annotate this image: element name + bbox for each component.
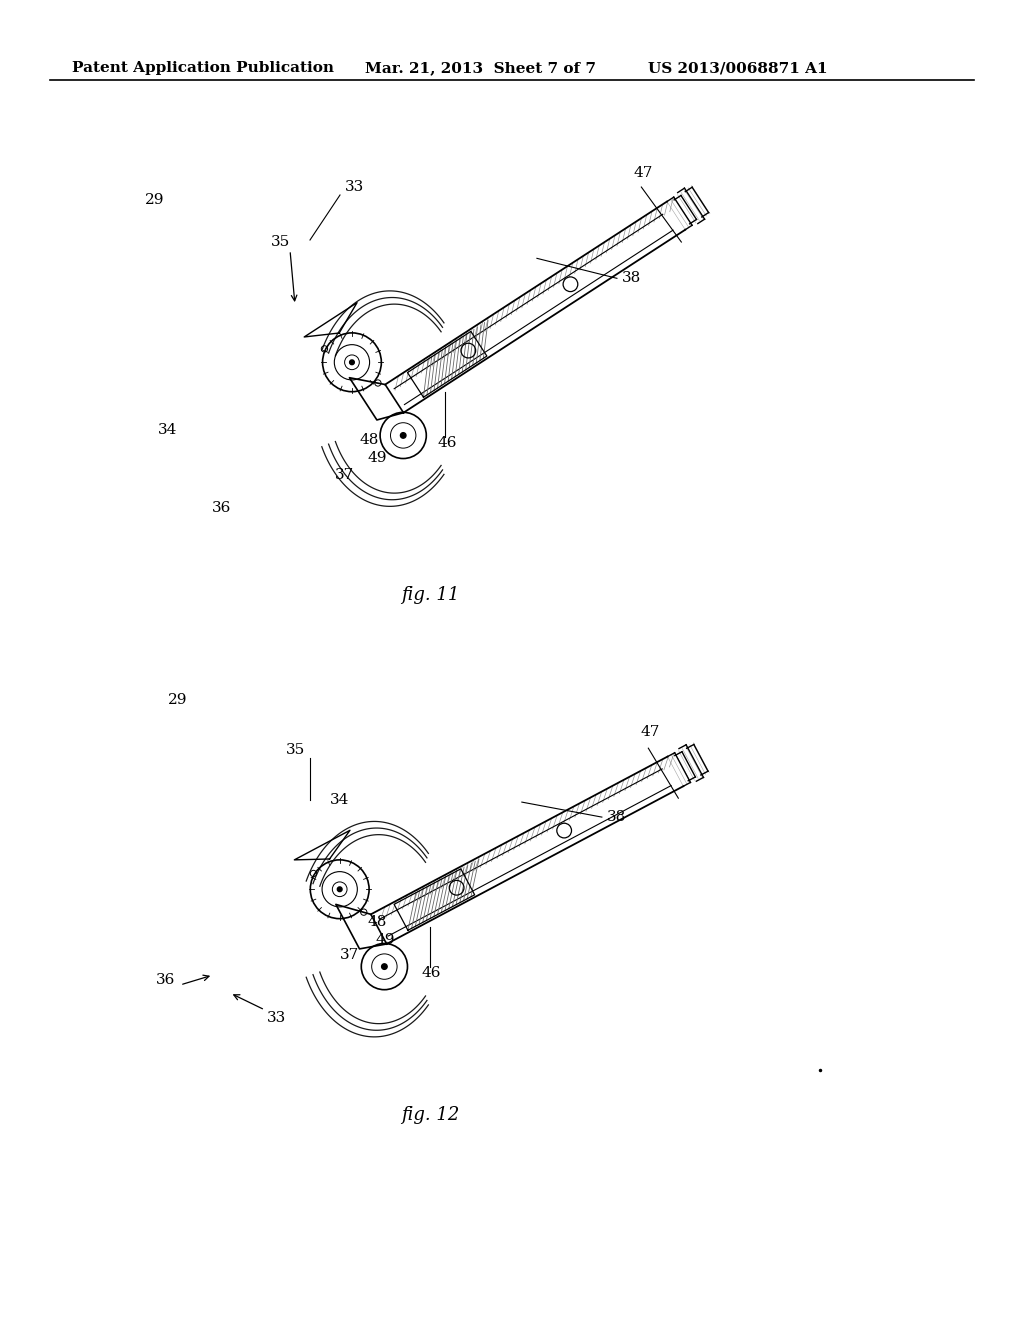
Text: Patent Application Publication: Patent Application Publication [72, 61, 334, 75]
Text: Mar. 21, 2013  Sheet 7 of 7: Mar. 21, 2013 Sheet 7 of 7 [365, 61, 596, 75]
Text: 36: 36 [212, 502, 231, 515]
Circle shape [400, 433, 406, 438]
Text: 37: 37 [340, 948, 359, 962]
Text: 47: 47 [641, 725, 660, 739]
Text: 38: 38 [622, 272, 641, 285]
Text: 29: 29 [145, 193, 165, 207]
Text: 34: 34 [330, 793, 349, 807]
Circle shape [337, 887, 342, 891]
Text: 35: 35 [270, 235, 290, 249]
Text: 29: 29 [168, 693, 187, 708]
Text: fig. 11: fig. 11 [400, 586, 459, 605]
Text: 38: 38 [607, 810, 626, 824]
Text: US 2013/0068871 A1: US 2013/0068871 A1 [648, 61, 827, 75]
Text: 37: 37 [335, 469, 354, 482]
Text: 35: 35 [286, 743, 305, 756]
Text: 48: 48 [367, 915, 386, 929]
Text: 36: 36 [156, 973, 175, 987]
Text: 33: 33 [267, 1011, 287, 1026]
Text: 46: 46 [437, 436, 457, 450]
Text: 47: 47 [634, 166, 653, 180]
Circle shape [349, 360, 354, 364]
Text: 33: 33 [345, 180, 365, 194]
Text: 34: 34 [159, 422, 178, 437]
Circle shape [382, 964, 387, 969]
Text: fig. 12: fig. 12 [400, 1106, 459, 1125]
Text: 46: 46 [422, 966, 441, 979]
Text: 49: 49 [368, 451, 387, 465]
Text: 49: 49 [375, 933, 394, 946]
Text: 48: 48 [360, 433, 379, 447]
